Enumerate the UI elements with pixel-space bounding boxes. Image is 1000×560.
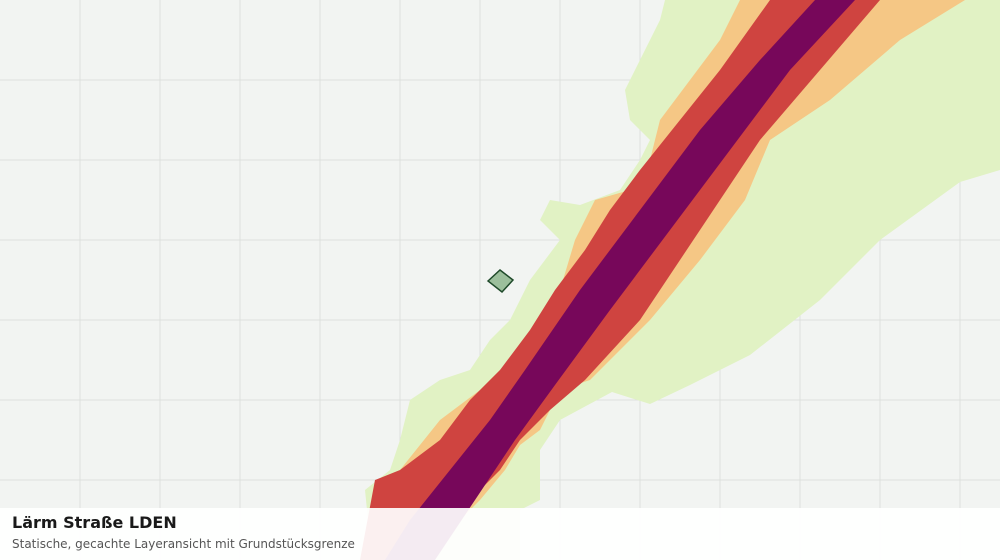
caption-panel [0,508,1000,560]
map-subtitle: Statische, gecachte Layeransicht mit Gru… [12,537,355,551]
parcel-boundary[interactable] [486,269,515,294]
map-title: Lärm Straße LDEN [12,513,177,532]
noise-zone-very-high [385,0,855,560]
